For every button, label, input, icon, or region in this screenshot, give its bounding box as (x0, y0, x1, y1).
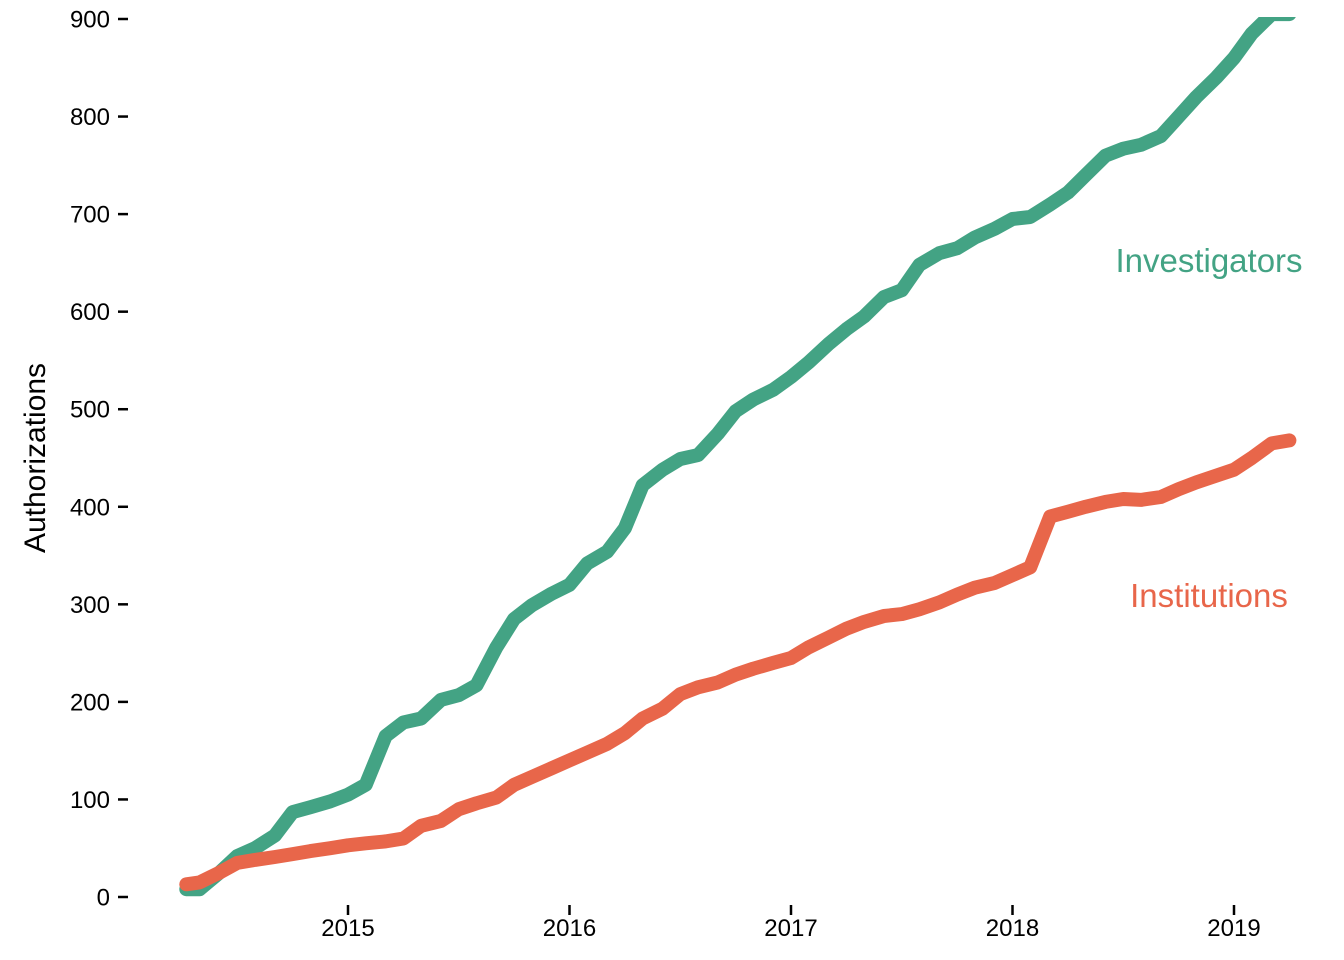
x-axis: 2015 2016 2017 2018 2019 (321, 905, 1261, 942)
series-label-institutions: Institutions (1130, 577, 1288, 614)
y-tick-label: 100 (70, 787, 110, 814)
y-tick-label: 700 (70, 202, 110, 229)
x-tick-label: 2015 (321, 915, 374, 942)
y-tick-label: 900 (70, 7, 110, 34)
y-tick-label: 500 (70, 397, 110, 424)
x-tick-label: 2019 (1207, 915, 1260, 942)
x-tick-label: 2016 (543, 915, 596, 942)
series-layer: Investigators Institutions (179, 17, 1303, 897)
series-line-institutions (179, 433, 1297, 892)
y-axis: 0 100 200 300 400 500 600 700 800 900 (70, 7, 128, 912)
y-tick-label: 200 (70, 689, 110, 716)
series-label-investigators: Investigators (1115, 242, 1302, 279)
y-tick-label: 400 (70, 494, 110, 521)
y-tick-label: 600 (70, 299, 110, 326)
y-tick-label: 800 (70, 104, 110, 131)
x-tick-label: 2017 (764, 915, 817, 942)
series-line-investigators (179, 17, 1296, 897)
x-tick-label: 2018 (986, 915, 1039, 942)
y-tick-label: 0 (97, 885, 110, 912)
y-axis-title: Authorizations (19, 363, 52, 553)
y-tick-label: 300 (70, 592, 110, 619)
